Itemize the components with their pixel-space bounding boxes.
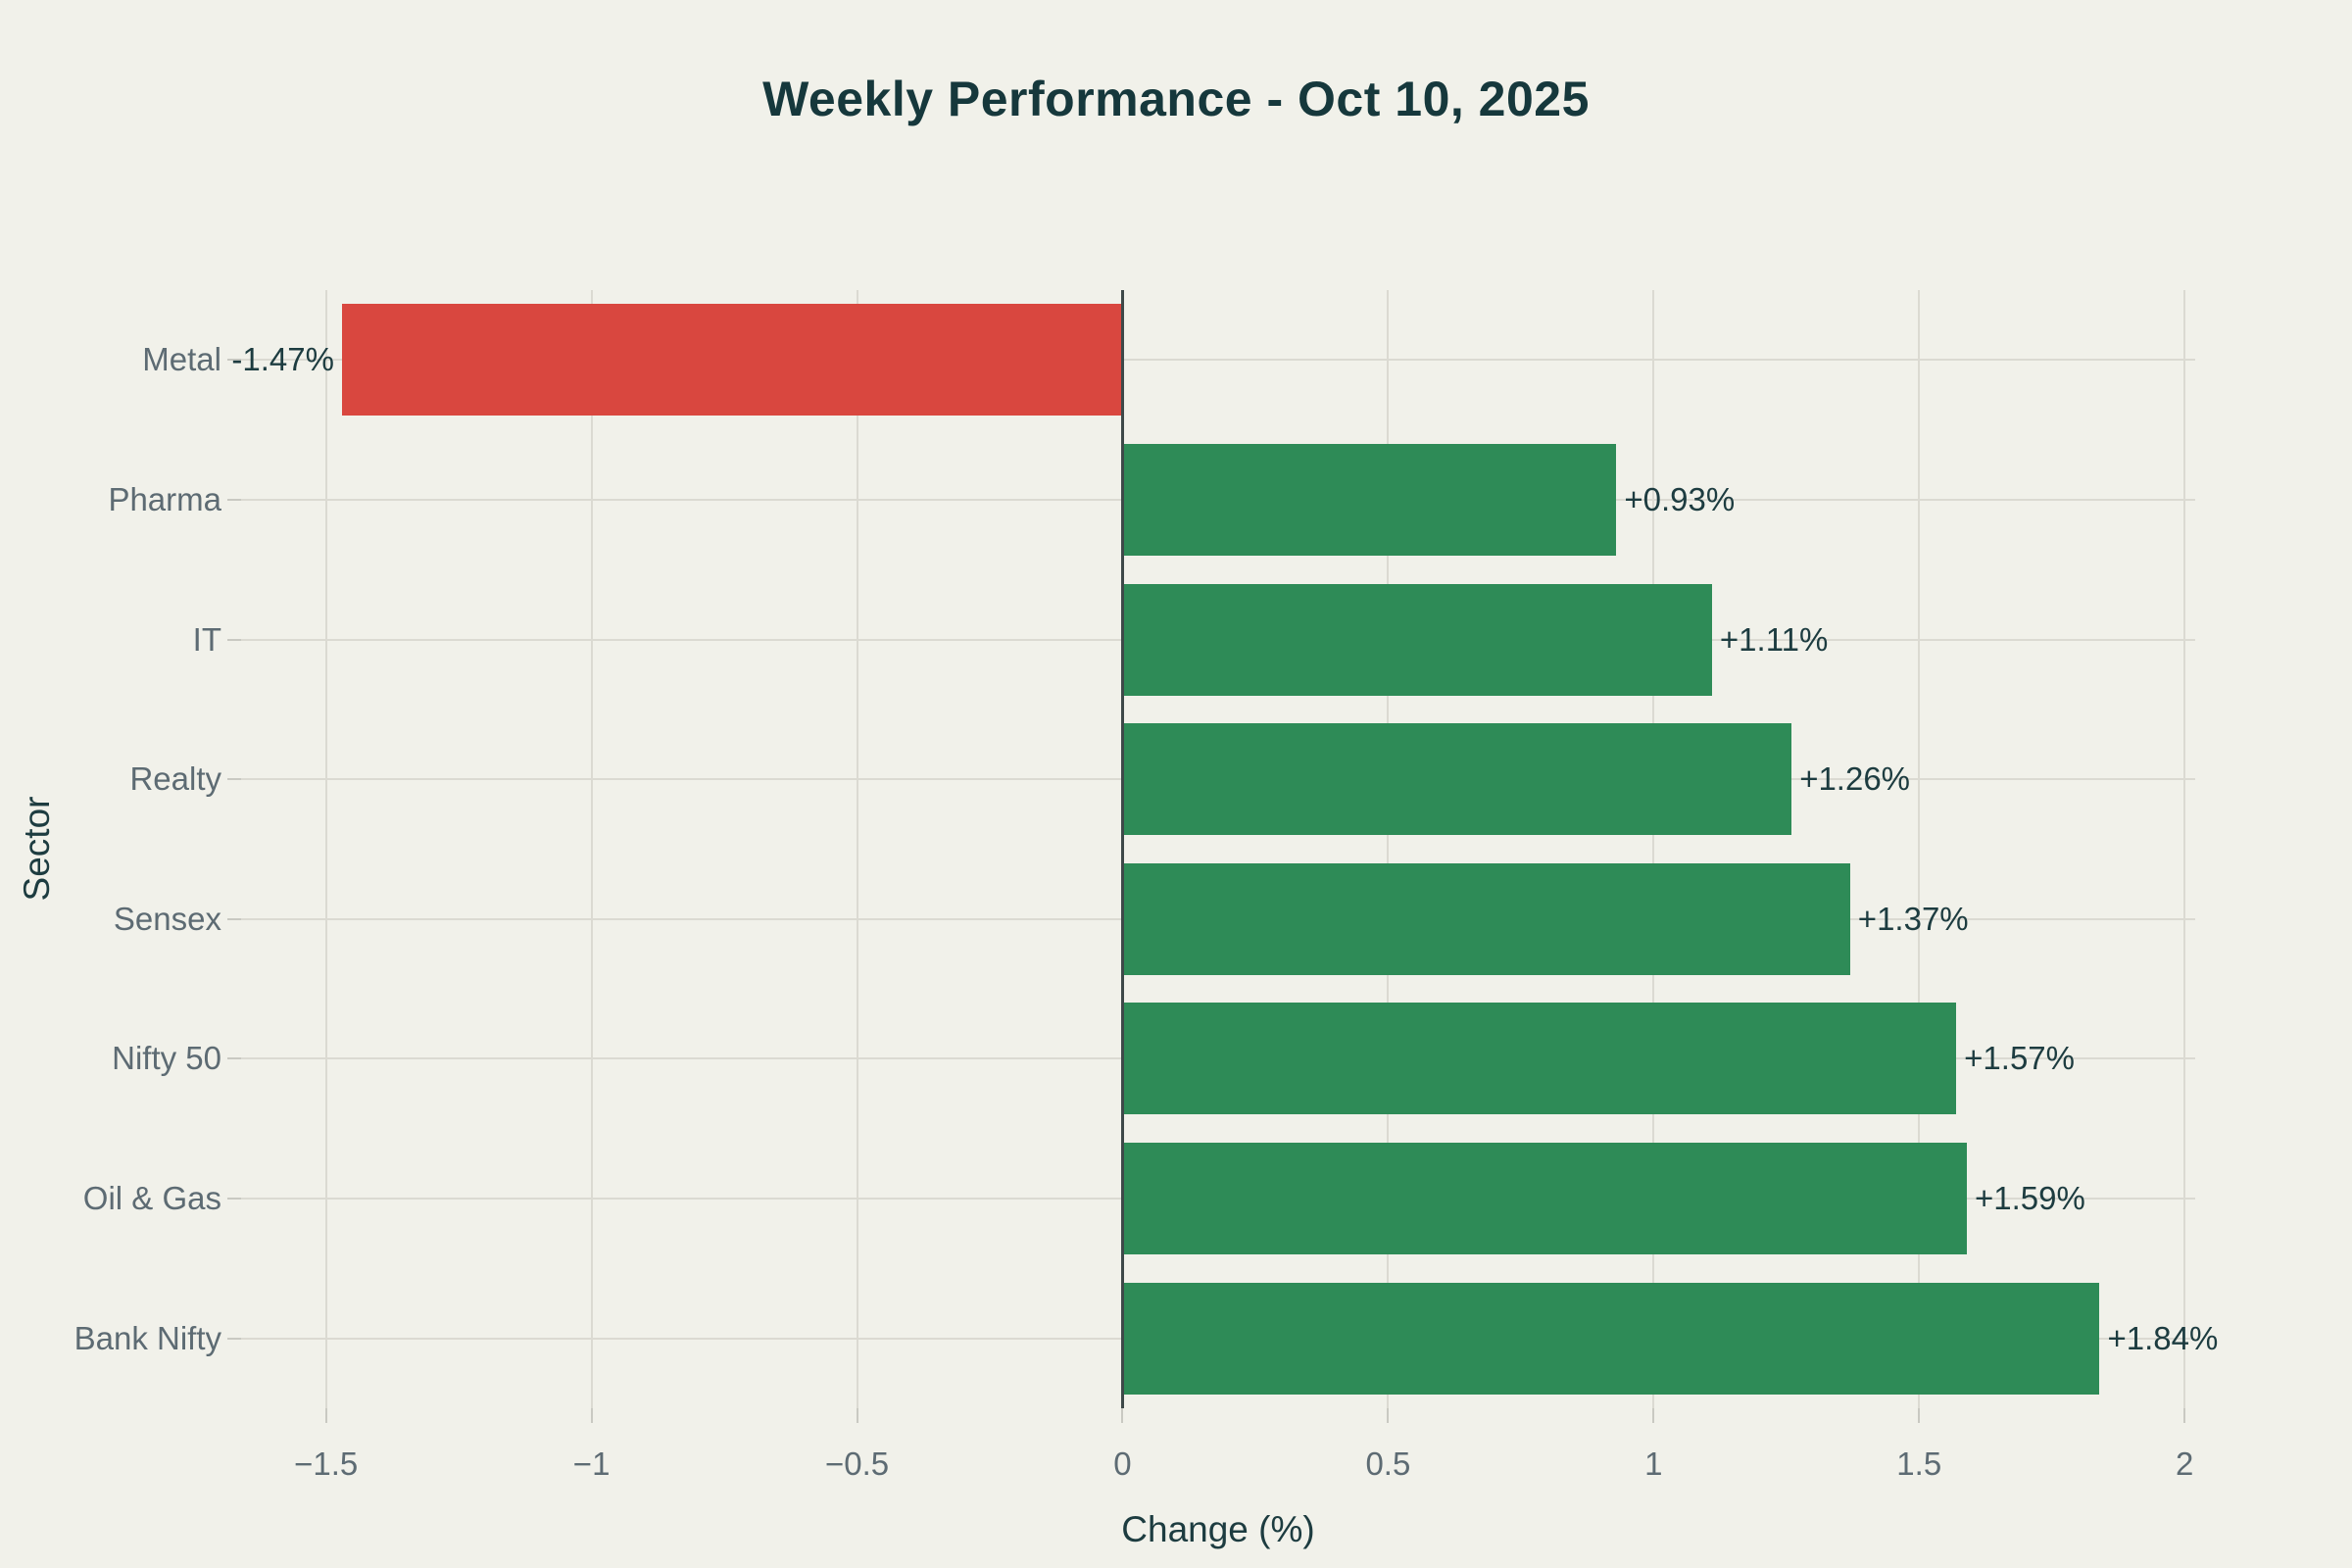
x-axis-title: Change (%)	[1121, 1509, 1315, 1549]
chart-title: Weekly Performance - Oct 10, 2025	[762, 72, 1590, 126]
bar-bank-nifty[interactable]	[1122, 1282, 2100, 1395]
x-tick-label: −0.5	[824, 1446, 890, 1482]
y-tick-mark	[227, 638, 241, 641]
bar-value-label: +1.11%	[1719, 620, 1829, 658]
x-tick-label: −1.5	[294, 1446, 359, 1482]
x-axis: −1.5 −1 −0.5 0 0.5 1 1.5 2	[241, 1408, 2195, 1526]
grid-line-vertical	[590, 290, 593, 1408]
bar-value-label: +1.26%	[1799, 760, 1911, 798]
y-axis-tick-marks	[227, 290, 241, 1408]
y-tick-label: Realty	[129, 760, 221, 798]
y-tick-label: IT	[192, 620, 221, 658]
x-tick-mark	[324, 1408, 327, 1423]
x-tick-label: −1	[572, 1446, 611, 1482]
x-tick-label: 1	[1644, 1446, 1663, 1482]
bar-value-label: +1.57%	[1964, 1040, 2075, 1077]
plot-area: -1.47% +0.93% +1.11% +1.26% +1.37% +1.57% +1.5…	[231, 290, 2218, 1408]
y-tick-mark	[227, 359, 241, 362]
y-tick-label: Pharma	[108, 480, 221, 517]
grid-line-horizontal	[241, 359, 2195, 362]
x-tick-label: 0.5	[1365, 1446, 1411, 1482]
bar-realty[interactable]	[1122, 723, 1792, 836]
y-tick-mark	[227, 917, 241, 920]
grid-line-vertical	[1387, 290, 1390, 1408]
bar-value-label: +1.84%	[2107, 1319, 2219, 1356]
grid-line-vertical	[1918, 290, 1921, 1408]
y-tick-mark	[227, 778, 241, 781]
y-tick-label: Nifty 50	[112, 1040, 221, 1077]
y-tick-label: Oil & Gas	[82, 1180, 221, 1217]
bar-value-label: -1.47%	[231, 341, 334, 378]
x-tick-mark	[1652, 1408, 1655, 1423]
grid-line-vertical	[324, 290, 327, 1408]
bar-pharma[interactable]	[1122, 443, 1617, 556]
y-tick-label: Sensex	[113, 900, 221, 937]
x-tick-mark	[590, 1408, 593, 1423]
bar-value-label: +1.59%	[1975, 1180, 2085, 1217]
y-tick-mark	[227, 498, 241, 501]
x-tick-mark	[2183, 1408, 2186, 1423]
y-tick-mark	[227, 1198, 241, 1200]
y-tick-label: Metal	[142, 341, 221, 378]
x-tick-mark	[1918, 1408, 1921, 1423]
bar-metal[interactable]	[341, 304, 1123, 416]
zero-line	[1120, 290, 1124, 1408]
x-tick-label: 2	[2175, 1446, 2194, 1482]
bar-value-label: +0.93%	[1624, 480, 1736, 517]
bar-sensex[interactable]	[1122, 862, 1850, 975]
x-tick-label: 0	[1113, 1446, 1132, 1482]
x-tick-mark	[856, 1408, 858, 1423]
y-axis-labels: Metal Pharma IT Realty Sensex Nifty 50 Oil & G…	[0, 290, 221, 1408]
bar-oil-gas[interactable]	[1122, 1143, 1967, 1255]
y-tick-label: Bank Nifty	[74, 1319, 221, 1356]
grid-line-vertical	[2183, 290, 2186, 1408]
bar-nifty-50[interactable]	[1122, 1003, 1957, 1115]
grid-line-vertical	[856, 290, 858, 1408]
y-tick-mark	[227, 1057, 241, 1060]
bar-it[interactable]	[1122, 583, 1712, 696]
grid-line-vertical	[1652, 290, 1655, 1408]
y-tick-mark	[227, 1337, 241, 1340]
x-tick-mark	[1121, 1408, 1124, 1423]
x-tick-label: 1.5	[1896, 1446, 1942, 1482]
bar-value-label: +1.37%	[1857, 900, 1969, 937]
x-tick-mark	[1387, 1408, 1390, 1423]
